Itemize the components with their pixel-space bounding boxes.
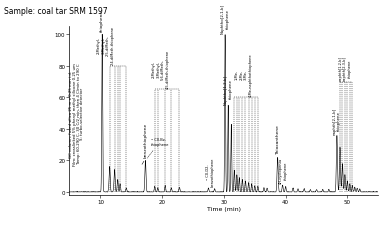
Text: 2-Methyl-
3-Methyl-
5,6-diMeth-
4,5-diMeth-thiophene: 2-Methyl- 3-Methyl- 5,6-diMeth- 4,5-diMe… — [152, 49, 170, 89]
Text: naphth[2,1-b]
thiophene: naphth[2,1-b] thiophene — [333, 107, 341, 134]
Text: 4H-cyclopenta
thiophene: 4H-cyclopenta thiophene — [279, 157, 288, 183]
Text: S: turbo-selective detector: S: turbo-selective detector — [80, 88, 85, 140]
Text: Sample: coal tar SRM 1597: Sample: coal tar SRM 1597 — [4, 7, 107, 16]
Text: Naphtho[1,2-b]
thiophene: Naphtho[1,2-b] thiophene — [224, 74, 232, 104]
Text: • C0-D2-
benzothiophene: • C0-D2- benzothiophene — [206, 157, 215, 186]
Text: Thioxanthene: Thioxanthene — [276, 125, 279, 154]
Text: Film: crosslinked 5% phenyl methyl silicone 0.25 um: Film: crosslinked 5% phenyl methyl silic… — [73, 62, 77, 165]
X-axis label: Time (min): Time (min) — [207, 206, 241, 211]
Text: • C0-Bz-
thiophene: • C0-Bz- thiophene — [147, 137, 169, 158]
Text: GC column: fused silica 25 m x 0.25 mm i.d.: GC column: fused silica 25 m x 0.25 mm i… — [69, 70, 73, 157]
Text: naphth[1,2-b]
naphth[2,3-b]
thiophene: naphth[1,2-b] naphth[2,3-b] thiophene — [339, 56, 352, 81]
Text: Temp: 60-290 C, 30 C/2 min, then 4 C/min to 290 C: Temp: 60-290 C, 30 C/2 min, then 4 C/min… — [77, 64, 81, 164]
Text: 2-Methyl-
3-Methyl-
2,5-diMeth-
2,4-diMeth-thiophene: 2-Methyl- 3-Methyl- 2,5-diMeth- 2,4-diMe… — [97, 26, 115, 65]
Text: 1-Me-
2-Me-
3-Me-
4-Me-naphthothiophene: 1-Me- 2-Me- 3-Me- 4-Me-naphthothiophene — [235, 53, 252, 96]
Text: Naphtho[2,1-b]
thiophene: Naphtho[2,1-b] thiophene — [221, 4, 229, 34]
Text: thiophene: thiophene — [100, 10, 104, 32]
Text: benzothiophene: benzothiophene — [144, 122, 147, 158]
